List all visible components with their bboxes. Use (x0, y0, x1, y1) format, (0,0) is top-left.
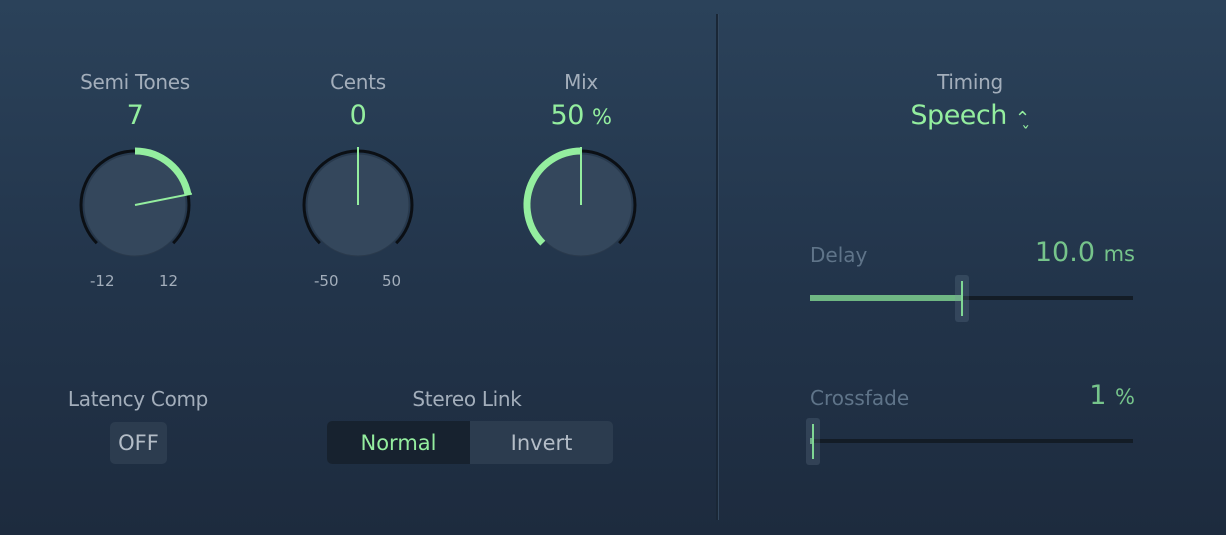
cents-max: 50 (382, 272, 402, 290)
delay-unit: ms (1103, 242, 1135, 266)
latency-comp-button[interactable]: OFF (110, 422, 167, 464)
mix-knob[interactable] (521, 145, 641, 265)
crossfade-value[interactable]: 1 % (935, 380, 1135, 411)
delay-slider[interactable] (810, 275, 1133, 322)
semi-tones-value[interactable]: 7 (126, 100, 144, 131)
delay-label: Delay (810, 243, 868, 267)
crossfade-handle[interactable] (806, 418, 821, 465)
stereo-link-normal[interactable]: Normal (327, 421, 470, 464)
delay-fill (810, 295, 962, 301)
crossfade-unit: % (1115, 385, 1135, 409)
knob-value-arc (523, 147, 582, 246)
semi-tones-knob[interactable] (75, 145, 195, 265)
delay-handle[interactable] (954, 275, 969, 322)
delay-value[interactable]: 10.0 ms (935, 237, 1135, 268)
cents-knob[interactable] (298, 145, 418, 265)
delay-number: 10.0 (1034, 237, 1095, 268)
crossfade-label: Crossfade (810, 386, 910, 410)
mix-number: 50 (550, 100, 585, 131)
crossfade-slider[interactable] (806, 418, 1133, 465)
timing-value: Speech (910, 100, 1007, 131)
mix-unit: % (591, 105, 612, 129)
timing-label: Timing (937, 70, 1003, 94)
semi-tones-min: -12 (90, 272, 115, 290)
stereo-link-segmented: Normal Invert (327, 421, 613, 464)
latency-comp-label: Latency Comp (67, 387, 209, 411)
knob-pointer (134, 192, 193, 206)
timing-popup[interactable]: Speech ⌃̬ (870, 100, 1070, 131)
up-down-chevron-icon: ⌃̬ (1014, 108, 1030, 129)
mix-value[interactable]: 50 % (481, 100, 681, 131)
crossfade-number: 1 (1089, 380, 1107, 411)
knob-value-arc (134, 147, 192, 196)
semi-tones-label: Semi Tones (80, 70, 190, 94)
cents-value[interactable]: 0 (349, 100, 367, 131)
crossfade-fill (810, 438, 814, 444)
mix-label: Mix (564, 70, 598, 94)
cents-min: -50 (314, 272, 339, 290)
semi-tones-max: 12 (159, 272, 179, 290)
divider (716, 14, 718, 520)
stereo-link-label: Stereo Link (412, 387, 522, 411)
cents-label: Cents (330, 70, 386, 94)
stereo-link-invert[interactable]: Invert (510, 430, 573, 455)
